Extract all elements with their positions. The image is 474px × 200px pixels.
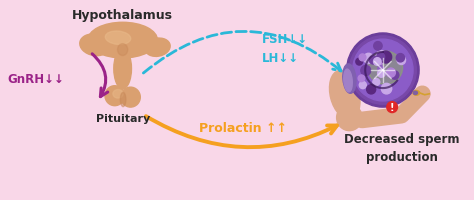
Ellipse shape bbox=[118, 44, 128, 56]
Text: Hypothalamus: Hypothalamus bbox=[72, 9, 173, 22]
Circle shape bbox=[361, 66, 371, 76]
Circle shape bbox=[364, 54, 374, 64]
Circle shape bbox=[353, 40, 413, 101]
Circle shape bbox=[396, 54, 404, 63]
Circle shape bbox=[378, 70, 385, 78]
Ellipse shape bbox=[105, 86, 125, 106]
Circle shape bbox=[359, 82, 366, 89]
Circle shape bbox=[359, 55, 366, 62]
Ellipse shape bbox=[114, 49, 131, 89]
Circle shape bbox=[374, 42, 382, 51]
Text: LH↓↓: LH↓↓ bbox=[262, 52, 299, 65]
Circle shape bbox=[382, 84, 392, 94]
Circle shape bbox=[369, 57, 377, 65]
Circle shape bbox=[380, 52, 392, 64]
Text: !: ! bbox=[390, 102, 394, 112]
Text: Decreased sperm
production: Decreased sperm production bbox=[344, 133, 459, 164]
Ellipse shape bbox=[88, 23, 157, 59]
Circle shape bbox=[378, 66, 384, 73]
Circle shape bbox=[356, 59, 363, 66]
Ellipse shape bbox=[105, 32, 131, 45]
Circle shape bbox=[358, 76, 365, 82]
Circle shape bbox=[367, 85, 376, 94]
Ellipse shape bbox=[120, 93, 126, 107]
Ellipse shape bbox=[145, 39, 170, 57]
Circle shape bbox=[374, 58, 381, 66]
Ellipse shape bbox=[343, 65, 356, 94]
Ellipse shape bbox=[121, 88, 140, 108]
Ellipse shape bbox=[368, 52, 402, 85]
Circle shape bbox=[397, 57, 406, 65]
Ellipse shape bbox=[413, 92, 418, 95]
Text: Prolactin ↑↑: Prolactin ↑↑ bbox=[200, 121, 287, 134]
Circle shape bbox=[387, 102, 398, 113]
Circle shape bbox=[376, 51, 386, 61]
Ellipse shape bbox=[413, 91, 419, 96]
Text: Pituitary: Pituitary bbox=[96, 113, 150, 123]
Ellipse shape bbox=[344, 70, 352, 92]
Ellipse shape bbox=[329, 71, 360, 120]
Ellipse shape bbox=[80, 35, 110, 56]
Text: GnRH↓↓: GnRH↓↓ bbox=[7, 72, 64, 85]
Circle shape bbox=[349, 37, 416, 105]
Ellipse shape bbox=[113, 90, 123, 99]
Circle shape bbox=[391, 72, 399, 80]
Ellipse shape bbox=[337, 105, 362, 131]
Circle shape bbox=[373, 79, 380, 86]
Circle shape bbox=[346, 34, 419, 108]
Circle shape bbox=[377, 59, 383, 66]
Circle shape bbox=[386, 69, 395, 78]
Circle shape bbox=[377, 54, 385, 62]
Text: FSH↓↓: FSH↓↓ bbox=[262, 33, 308, 46]
